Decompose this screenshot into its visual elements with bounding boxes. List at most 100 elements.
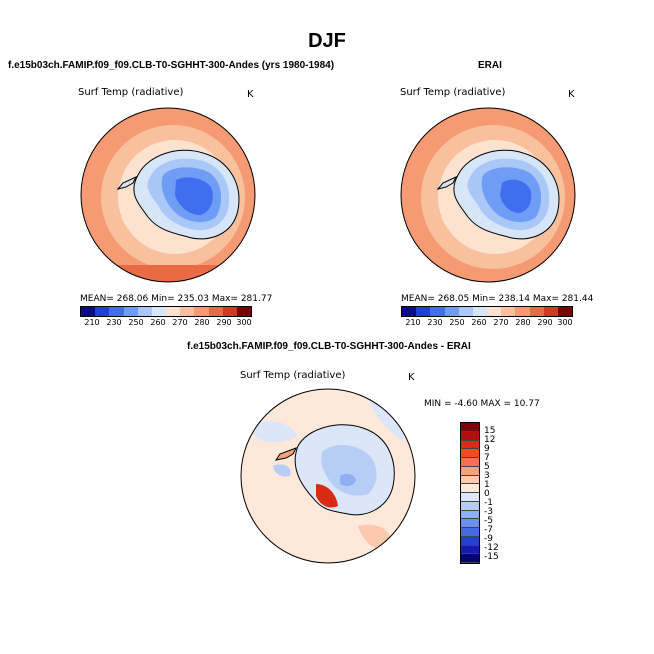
panel3-color-swatch [461,449,479,458]
panel2-color-swatch [543,307,558,316]
panel3-map-border [240,388,416,564]
panel2-color-swatch [487,307,502,316]
panel2-color-swatch [430,307,445,316]
panel3-tick-label: 12 [484,435,496,445]
panel1-color-swatch [194,307,209,316]
panel2-color-swatch [402,307,417,316]
panel2-tick-label: 260 [471,318,487,327]
panel1-peninsula [116,175,138,190]
panel2-color-swatch [416,307,431,316]
panel1-plateau-core [175,177,213,215]
panel3-color-swatch [461,431,479,441]
panel2-tick-label: 250 [449,318,465,327]
panel3-color-swatch [461,484,479,493]
panel3-cool-interior [321,444,377,496]
panel1-tick-label: 250 [128,318,144,327]
panel3-color-swatch [461,510,479,520]
panel3-tick-label: -1 [484,498,493,508]
panel1-polar-map [80,107,256,283]
panel3-color-swatch [461,528,479,537]
panel1-tick-label: 290 [216,318,232,327]
panel3-tick-label: -3 [484,507,493,517]
panel3-tick-label: 5 [484,462,490,472]
panel3-color-swatch [461,545,479,555]
panel1-tick-label: 270 [172,318,188,327]
panel3-tick-label: -5 [484,516,493,526]
panel3-tick-label: -12 [484,543,499,553]
panel1-color-swatch [109,307,124,316]
panel1-color-swatch [222,307,237,316]
panel1-tick-label: 300 [236,318,252,327]
panel1-tick-label: 260 [150,318,166,327]
panel2-colorbar [401,306,573,317]
panel3-warm-anomaly [316,484,338,508]
panel1-tick-label: 280 [194,318,210,327]
panel1-color-swatch [151,307,167,316]
panel3-tick-label: -15 [484,552,499,562]
panel2-color-swatch [515,307,530,316]
panel2-color-swatch [529,307,544,316]
panel1-tick-label: 210 [84,318,100,327]
panel3-color-swatch [461,536,479,546]
panel1-stats: MEAN= 268.06 Min= 235.03 Max= 281.77 [80,294,273,304]
panel1-color-swatch [95,307,110,316]
panel3-field-label: Surf Temp (radiative) [240,370,346,381]
panel2-color-swatch [444,307,459,316]
panel2-colorbar-ticks: 210 230 250 260 270 280 290 300 [401,318,575,330]
panel2-title: ERAI [478,60,502,71]
panel3-tick-label: 0 [484,489,490,499]
panel2-map-border [400,107,576,283]
panel2-color-swatch [501,307,516,316]
panel3-title: f.e15b03ch.FAMIP.f09_f09.CLB-T0-SGHHT-30… [187,341,471,352]
panel3-tick-label: 9 [484,444,490,454]
panel3-colorbar [460,422,480,564]
panel2-units: K [568,89,575,100]
panel1-title: f.e15b03ch.FAMIP.f09_f09.CLB-T0-SGHHT-30… [8,60,335,71]
panel2-color-swatch [557,307,573,316]
panel1-color-swatch [180,307,195,316]
panel1-colorbar-ticks: 210 230 250 260 270 280 290 300 [80,318,254,330]
panel1-units: K [247,89,254,100]
panel3-cool-core [340,473,356,487]
panel2-tick-label: 230 [427,318,443,327]
panel3-units: K [408,372,415,383]
panel3-polar-map [240,388,416,564]
panel3-color-swatch [461,519,479,528]
panel3-negative-patch [273,464,291,477]
panel3-color-swatch [461,440,479,450]
panel3-color-swatch [461,493,479,502]
panel3-colorbar-ticks: 15 12 9 7 5 3 1 0 -1 -3 -5 -7 -9 -12 -15 [484,426,514,566]
panel1-color-swatch [123,307,138,316]
panel2-field-label: Surf Temp (radiative) [400,87,506,98]
panel3-color-swatch [461,423,479,432]
panel3-color-swatch [461,554,479,563]
panel1-map-border [80,107,256,283]
panel3-negative-patch [368,396,404,441]
panel1-color-swatch [236,307,252,316]
panel1-color-swatch [208,307,223,316]
panel2-tick-label: 290 [537,318,553,327]
panel3-color-swatch [461,458,479,467]
panel3-peninsula [274,447,298,461]
panel3-tick-label: 3 [484,471,490,481]
panel1-color-swatch [81,307,96,316]
panel3-tick-label: 1 [484,480,490,490]
panel2-tick-label: 210 [405,318,421,327]
panel3-color-swatch [461,501,479,511]
panel1-field-label: Surf Temp (radiative) [78,87,184,98]
panel2-stats: MEAN= 268.05 Min= 238.14 Max= 281.44 [401,294,594,304]
panel3-negative-patch [248,420,298,443]
panel1-color-swatch [137,307,152,316]
panel2-color-swatch [472,307,488,316]
figure-title: DJF [308,30,346,52]
panel3-tick-label: 7 [484,453,490,463]
panel2-plateau-core [500,179,532,213]
panel1-color-swatch [166,307,181,316]
panel3-tick-label: -9 [484,534,493,544]
panel2-tick-label: 280 [515,318,531,327]
panel2-tick-label: 300 [557,318,573,327]
panel2-color-swatch [458,307,473,316]
panel2-polar-map [400,107,576,283]
panel2-tick-label: 270 [493,318,509,327]
panel3-tick-label: -7 [484,525,493,535]
